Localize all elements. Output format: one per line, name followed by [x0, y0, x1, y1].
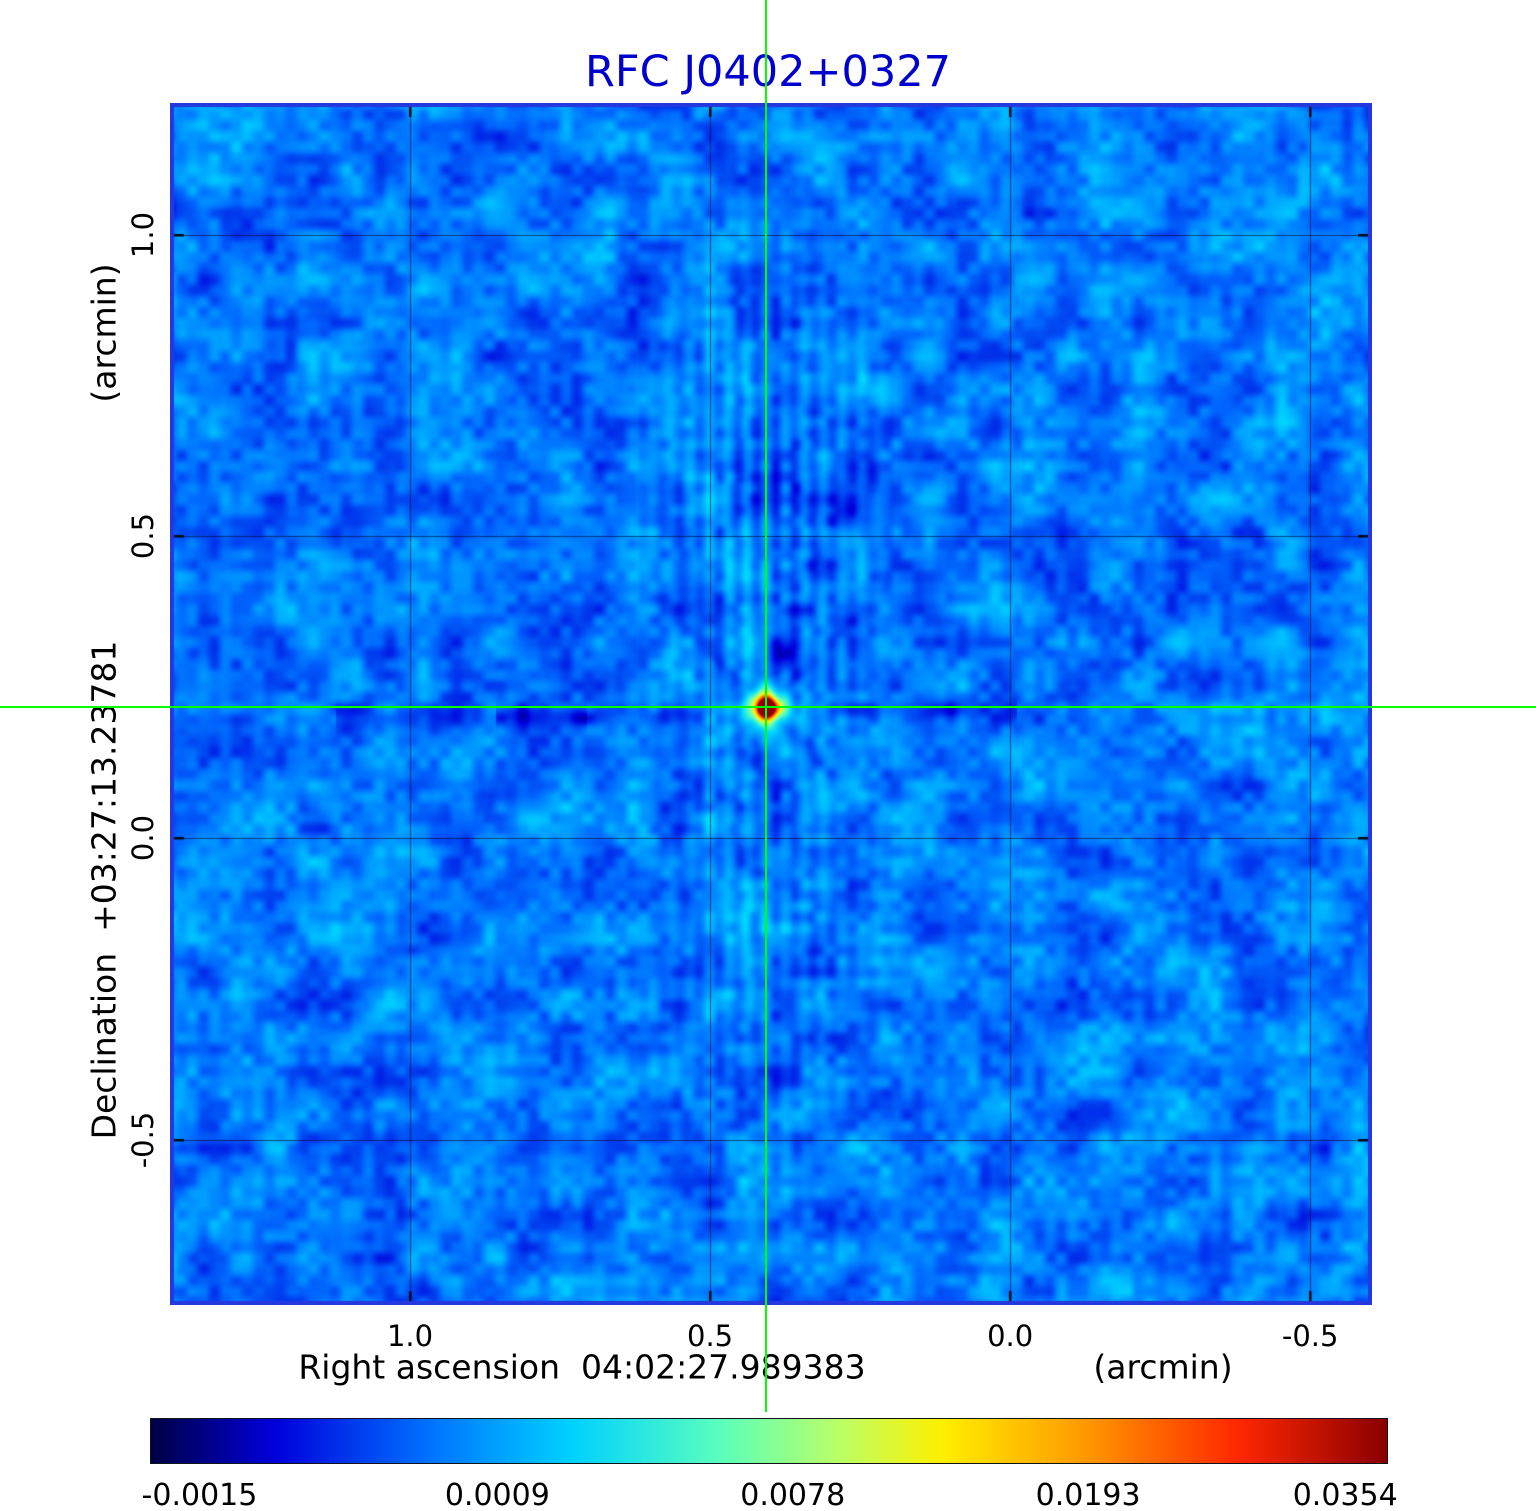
y-tick-label: 0.5: [126, 513, 160, 560]
colorbar-tick-label: 0.0078: [740, 1478, 846, 1511]
colorbar-tick-label: 0.0193: [1035, 1478, 1141, 1511]
colorbar: [150, 1418, 1388, 1464]
crosshair-horizontal-line: [0, 706, 1536, 709]
y-tick-label: 0.0: [126, 815, 160, 862]
y-tick-label: -0.5: [126, 1111, 160, 1169]
x-axis-label: Right ascension 04:02:27.989383: [298, 1347, 866, 1387]
page-title: RFC J0402+0327: [585, 47, 951, 97]
x-axis-unit-label: (arcmin): [1093, 1347, 1233, 1387]
y-tick-label: 1.0: [126, 211, 160, 258]
colorbar-canvas: [151, 1419, 1387, 1463]
crosshair-vertical-line: [764, 0, 767, 1412]
x-tick-label: 0.0: [987, 1319, 1034, 1353]
x-tick-label: -0.5: [1281, 1319, 1339, 1353]
colorbar-tick-label: 0.0009: [444, 1478, 550, 1511]
y-axis-unit-label: (arcmin): [84, 263, 124, 403]
colorbar-tick-label: 0.0354: [1292, 1478, 1398, 1511]
x-tick-label: 0.5: [687, 1319, 734, 1353]
plot-area: [170, 103, 1372, 1305]
heatmap-canvas: [170, 103, 1372, 1305]
y-axis-label: Declination +03:27:13.23781: [84, 640, 124, 1140]
x-tick-label: 1.0: [386, 1319, 434, 1353]
colorbar-tick-label: -0.0015: [141, 1478, 258, 1511]
